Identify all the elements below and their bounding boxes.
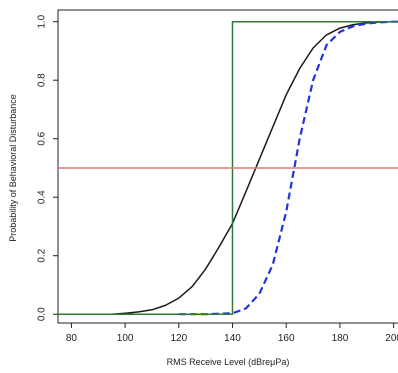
y-axis-label: Probability of Behavioral Disturbance [8, 94, 18, 242]
x-axis: 80 100 120 140 160 180 200 [66, 323, 398, 344]
x-tick-label: 160 [278, 333, 295, 344]
y-tick-label: 0.6 [37, 131, 48, 145]
x-axis-label: RMS Receive Level (dBreμPa) [167, 357, 290, 367]
y-tick-label: 0.2 [37, 248, 48, 262]
x-tick-label: 180 [332, 333, 349, 344]
dashed-blue-curve [178, 20, 398, 316]
plot-frame [57, 9, 398, 324]
y-tick-label: 0.0 [37, 307, 48, 321]
series-layer [58, 20, 398, 316]
y-tick-label: 1.0 [37, 14, 48, 28]
x-tick-label: 200 [385, 333, 398, 344]
y-tick-label: 0.4 [37, 190, 48, 204]
x-tick-label: 100 [117, 333, 134, 344]
x-tick-label: 140 [224, 333, 241, 344]
solid-black-curve [111, 20, 398, 315]
x-tick-label: 80 [66, 333, 78, 344]
x-tick-label: 120 [170, 333, 187, 344]
y-tick-label: 0.8 [37, 73, 48, 87]
y-axis: 0.0 0.2 0.4 0.6 0.8 1.0 [37, 14, 58, 321]
